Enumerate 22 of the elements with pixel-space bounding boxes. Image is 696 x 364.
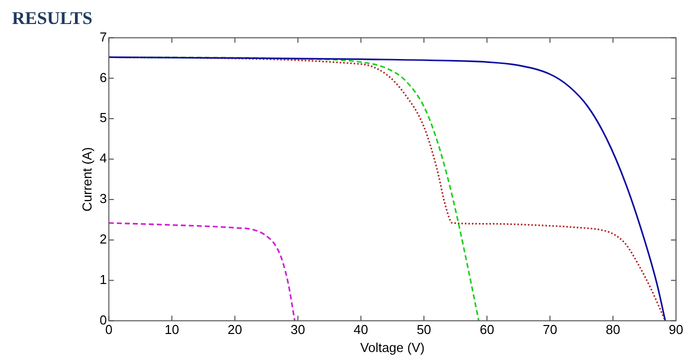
y-tick-label: 4 bbox=[100, 150, 107, 166]
line-series bbox=[108, 56, 666, 321]
x-tick-label: 80 bbox=[606, 322, 620, 338]
y-tick-label: 0 bbox=[100, 312, 107, 328]
x-tick-label: 10 bbox=[164, 322, 180, 338]
y-tick-label: 2 bbox=[100, 232, 107, 247]
line-series bbox=[108, 222, 296, 321]
y-tick-label: 1 bbox=[100, 272, 107, 287]
x-tick-label: 50 bbox=[416, 322, 432, 338]
y-axis-title: Current (A) bbox=[79, 147, 94, 212]
x-tick-label: 30 bbox=[290, 322, 306, 338]
x-tick-label: 20 bbox=[228, 322, 242, 338]
x-tick-label: 60 bbox=[480, 322, 494, 338]
x-tick-label: 70 bbox=[542, 322, 558, 338]
x-axis-title: Voltage (V) bbox=[360, 340, 425, 355]
x-tick-label: 90 bbox=[668, 322, 684, 338]
y-tick-label: 3 bbox=[100, 191, 107, 206]
y-tick-label: 5 bbox=[100, 110, 107, 126]
y-tick-label: 6 bbox=[100, 70, 107, 85]
y-tick-label: 7 bbox=[100, 29, 107, 44]
x-tick-label: 40 bbox=[354, 322, 368, 338]
chart-title: RESULTS bbox=[12, 8, 94, 28]
